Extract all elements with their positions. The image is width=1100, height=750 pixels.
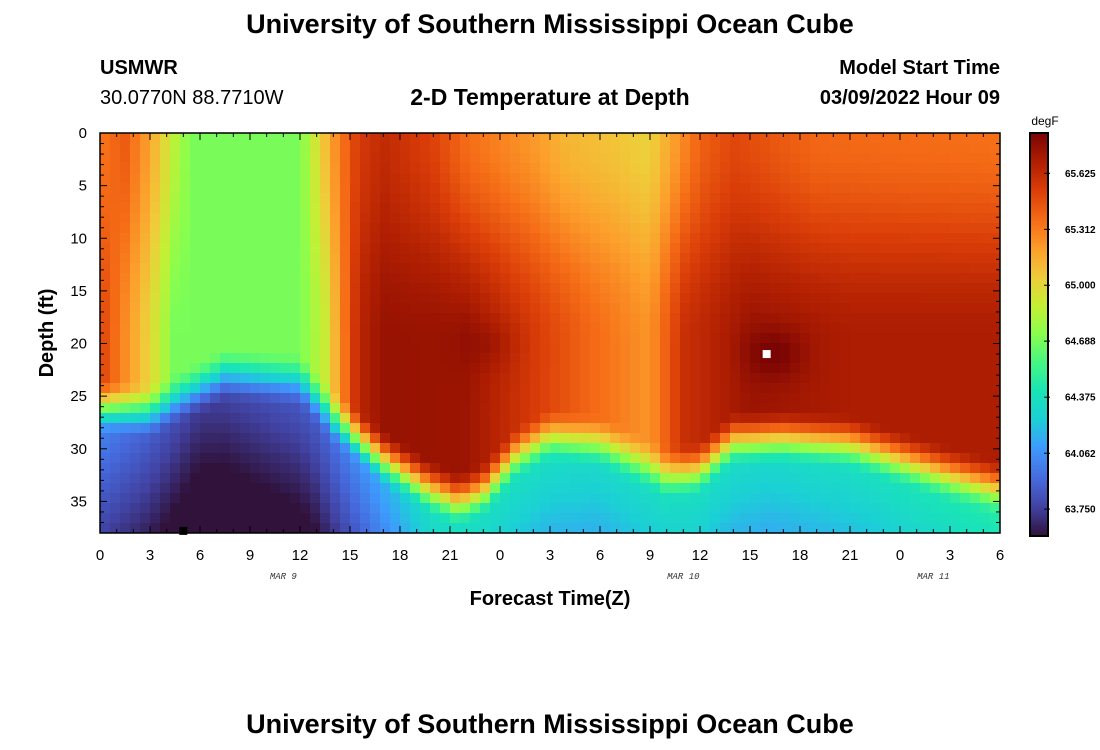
colorbar-tick-label: 65.312 [1065,225,1096,236]
x-tick-label: 0 [96,547,104,564]
x-tick-label: 15 [342,547,359,564]
y-tick-label: 20 [70,336,87,353]
y-tick-label: 30 [70,441,87,458]
y-tick-label: 35 [70,493,87,510]
model-start-label: Model Start Time [839,57,1000,79]
x-tick-label: 18 [792,547,809,564]
x-tick-label: 6 [996,547,1004,564]
model-start-time: 03/09/2022 Hour 09 [819,87,1000,109]
y-tick-label: 0 [79,125,87,142]
y-axis-label: Depth (ft) [36,289,58,378]
date-label: MAR 9 [270,572,298,582]
plot-frame [99,132,1001,534]
x-tick-label: 3 [146,547,154,564]
colorbar-tick-label: 63.750 [1065,505,1096,516]
x-tick-label: 6 [596,547,604,564]
x-tick-label: 12 [692,547,709,564]
footer-title: University of Southern Mississippi Ocean… [246,709,854,739]
x-tick-label: 3 [946,547,954,564]
date-label: MAR 10 [667,572,700,582]
colorbar-tick-label: 64.375 [1065,393,1096,404]
colorbar-tick-label: 64.062 [1065,449,1096,460]
colorbar-unit: degF [1031,114,1058,128]
date-label: MAR 11 [917,572,949,582]
colorbar-tick-label: 65.000 [1065,281,1096,292]
x-axis-label: Forecast Time(Z) [470,588,631,610]
x-tick-label: 12 [292,547,309,564]
x-tick-label: 3 [546,547,554,564]
temperature-heatmap [100,133,1000,533]
y-tick-label: 15 [70,283,87,300]
colorbar-tick-label: 64.688 [1065,337,1096,348]
y-tick-label: 10 [70,230,87,247]
data-marker-0 [762,350,771,359]
colorbar-gradient [1030,133,1048,536]
x-tick-label: 21 [442,547,459,564]
chart-title: 2-D Temperature at Depth [410,84,690,110]
x-tick-label: 6 [196,547,204,564]
x-tick-label: 18 [392,547,409,564]
colorbar-tick-label: 65.625 [1065,169,1096,180]
x-tick-label: 0 [896,547,904,564]
x-tick-label: 21 [842,547,859,564]
y-tick-label: 5 [79,178,87,195]
y-tick-label: 25 [70,388,87,405]
x-tick-label: 9 [246,547,254,564]
station-coordinates: 30.0770N 88.7710W [100,87,284,109]
x-tick-label: 15 [742,547,759,564]
main-title: University of Southern Mississippi Ocean… [246,9,854,39]
x-tick-label: 9 [646,547,654,564]
station-id: USMWR [100,57,178,79]
colorbar-frame [1029,132,1049,537]
x-tick-label: 0 [496,547,504,564]
